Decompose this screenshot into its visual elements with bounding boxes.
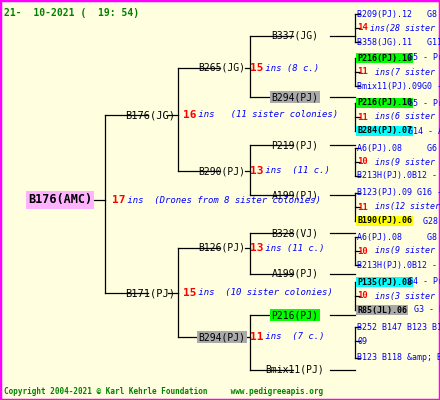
Text: 16: 16 <box>183 110 197 120</box>
Text: G3 - PrimRed01: G3 - PrimRed01 <box>399 306 440 314</box>
Text: A6(PJ).08     G8 - Cankiri97Q: A6(PJ).08 G8 - Cankiri97Q <box>357 232 440 242</box>
Text: ins(7 sister colonies): ins(7 sister colonies) <box>365 68 440 76</box>
Text: B290(PJ): B290(PJ) <box>198 166 246 176</box>
Text: B171(PJ): B171(PJ) <box>125 288 175 298</box>
Text: B337(JG): B337(JG) <box>271 31 319 41</box>
Text: B176(AMC): B176(AMC) <box>28 194 92 206</box>
Text: ins  (11 c.): ins (11 c.) <box>260 166 330 176</box>
Text: P216(PJ).10: P216(PJ).10 <box>357 54 412 62</box>
Text: B294(PJ): B294(PJ) <box>271 92 319 102</box>
Text: 17: 17 <box>112 195 125 205</box>
Text: P219(PJ): P219(PJ) <box>271 140 319 150</box>
Text: B284(PJ).07: B284(PJ).07 <box>357 126 412 136</box>
Text: 13: 13 <box>250 243 264 253</box>
Text: R85(JL).06: R85(JL).06 <box>357 306 407 314</box>
Text: 11: 11 <box>357 68 368 76</box>
Text: ins(6 sister colonies): ins(6 sister colonies) <box>365 112 440 122</box>
Text: ins  (Drones from 8 sister colonies): ins (Drones from 8 sister colonies) <box>122 196 321 204</box>
Text: B126(PJ): B126(PJ) <box>198 243 246 253</box>
Text: P135(PJ).08: P135(PJ).08 <box>357 278 412 286</box>
Text: Bmix11(PJ).09G0 - B252 B147 B: Bmix11(PJ).09G0 - B252 B147 B <box>357 82 440 90</box>
Text: ins  (10 sister colonies): ins (10 sister colonies) <box>193 288 333 298</box>
Text: B252 B147 B123 B137no more: B252 B147 B123 B137no more <box>357 322 440 332</box>
Text: ins(9 sister colonies): ins(9 sister colonies) <box>365 158 440 166</box>
Text: B176(JG): B176(JG) <box>125 110 175 120</box>
Text: ins   (11 sister colonies): ins (11 sister colonies) <box>193 110 338 120</box>
Text: 11: 11 <box>357 112 368 122</box>
Text: G28 - B-xx43: G28 - B-xx43 <box>403 216 440 226</box>
Text: B190(PJ).06: B190(PJ).06 <box>357 216 412 226</box>
Text: 11: 11 <box>250 332 264 342</box>
Text: 14: 14 <box>357 24 368 32</box>
Text: 21-  10-2021 (  19: 54): 21- 10-2021 ( 19: 54) <box>4 8 139 18</box>
Text: 11: 11 <box>357 202 368 212</box>
Text: ins(28 sister colonies): ins(28 sister colonies) <box>365 24 440 32</box>
Text: ins  (7 c.): ins (7 c.) <box>260 332 324 342</box>
Text: P216(PJ).10: P216(PJ).10 <box>357 98 412 108</box>
Text: 09: 09 <box>357 336 367 346</box>
Text: 13: 13 <box>250 166 264 176</box>
Text: B294(PJ): B294(PJ) <box>198 332 246 342</box>
Text: ins(9 sister colonies): ins(9 sister colonies) <box>365 246 440 256</box>
Text: B213H(PJ).0B12 - SinopEgg86R: B213H(PJ).0B12 - SinopEgg86R <box>357 260 440 270</box>
Text: B123 B118 &amp; B236.more: B123 B118 &amp; B236.more <box>357 354 440 362</box>
Text: 15: 15 <box>250 63 264 73</box>
Text: 10: 10 <box>357 292 368 300</box>
Text: 10: 10 <box>357 158 368 166</box>
Text: G4 - PrimGreen00: G4 - PrimGreen00 <box>403 278 440 286</box>
Text: ins(3 sister colonies): ins(3 sister colonies) <box>365 292 440 300</box>
Text: ins (8 c.): ins (8 c.) <box>260 64 319 72</box>
Text: G14 - AthosSt80R: G14 - AthosSt80R <box>403 126 440 136</box>
Text: B265(JG): B265(JG) <box>198 63 246 73</box>
Text: ins(12 sister colonies): ins(12 sister colonies) <box>365 202 440 212</box>
Text: Bmix11(PJ): Bmix11(PJ) <box>266 365 324 375</box>
Text: G5 - PrimGreen00: G5 - PrimGreen00 <box>403 54 440 62</box>
Text: Copyright 2004-2021 © Karl Kehrle Foundation     www.pedigreeapis.org: Copyright 2004-2021 © Karl Kehrle Founda… <box>4 387 323 396</box>
Text: B213H(PJ).0B12 - SinopEgg86R: B213H(PJ).0B12 - SinopEgg86R <box>357 172 440 180</box>
Text: B358(JG).11   G11 - NO6294R: B358(JG).11 G11 - NO6294R <box>357 38 440 46</box>
Text: G5 - PrimGreen00: G5 - PrimGreen00 <box>403 98 440 108</box>
Text: P216(PJ): P216(PJ) <box>271 310 319 320</box>
Text: B209(PJ).12   G8 - Cankiri97Q: B209(PJ).12 G8 - Cankiri97Q <box>357 10 440 18</box>
Text: B123(PJ).09 G16 - AthosSt80R: B123(PJ).09 G16 - AthosSt80R <box>357 188 440 198</box>
Text: 15: 15 <box>183 288 197 298</box>
Text: A199(PJ): A199(PJ) <box>271 269 319 279</box>
Text: A6(PJ).08     G6 - Cankiri97Q: A6(PJ).08 G6 - Cankiri97Q <box>357 144 440 152</box>
Text: A199(PJ): A199(PJ) <box>271 190 319 200</box>
Text: B328(VJ): B328(VJ) <box>271 228 319 238</box>
Text: ins (11 c.): ins (11 c.) <box>260 244 324 252</box>
Text: 10: 10 <box>357 246 368 256</box>
